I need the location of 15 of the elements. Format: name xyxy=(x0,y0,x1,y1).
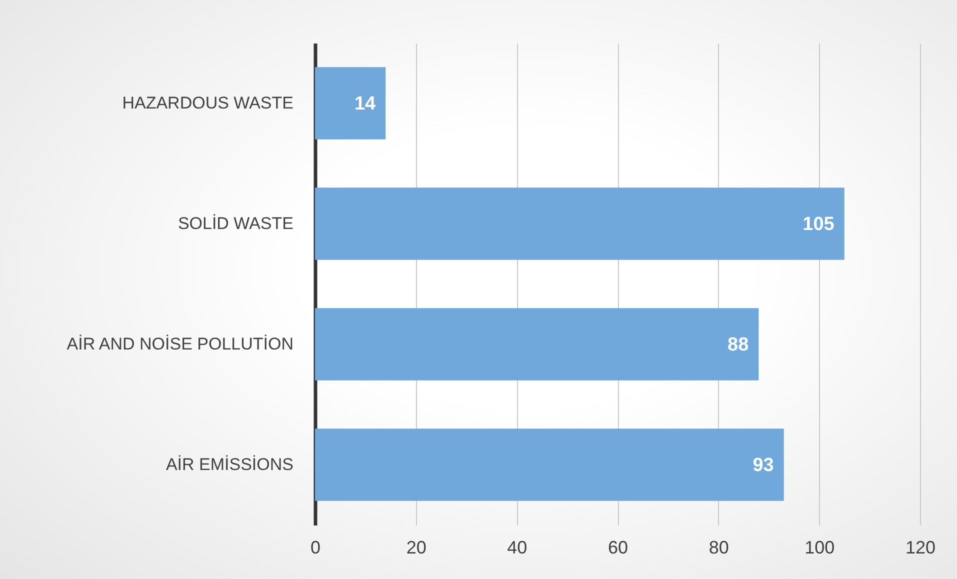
x-tick-label: 20 xyxy=(406,538,426,558)
x-tick-label: 120 xyxy=(905,538,936,558)
x-tick-label: 100 xyxy=(804,538,835,558)
data-label: 93 xyxy=(752,454,774,476)
y-tick-label: AİR AND NOİSE POLLUTİON xyxy=(66,334,294,354)
data-label: 14 xyxy=(354,93,376,114)
x-tick-label: 40 xyxy=(507,538,528,558)
x-tick-label: 0 xyxy=(310,538,321,558)
y-tick-label: HAZARDOUS WASTE xyxy=(122,93,294,112)
x-tick-label: 80 xyxy=(708,538,729,558)
x-tick-label: 60 xyxy=(608,538,628,558)
y-tick-label: SOLİD WASTE xyxy=(178,214,294,233)
data-label: 105 xyxy=(802,214,835,235)
y-tick-label: AİR EMİSSİONS xyxy=(166,454,294,474)
data-label: 88 xyxy=(728,334,749,356)
